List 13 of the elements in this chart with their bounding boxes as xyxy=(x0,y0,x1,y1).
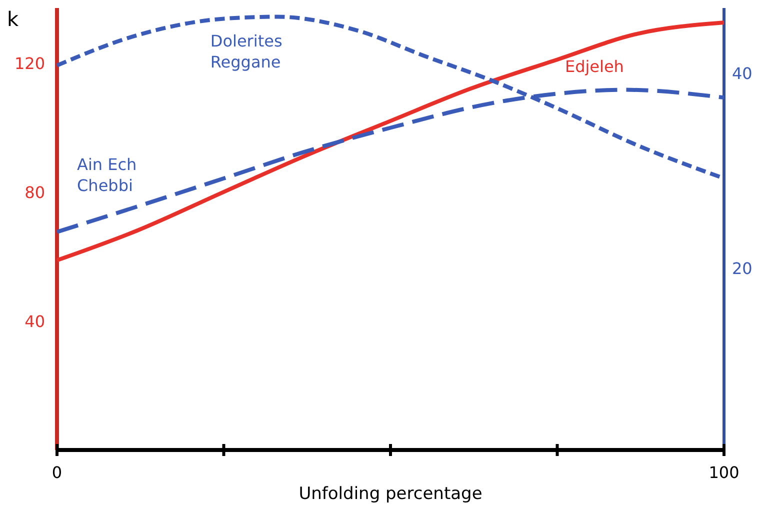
y2-tick-label: 20 xyxy=(732,258,752,278)
series-label: Dolerites Reggane xyxy=(210,32,282,72)
series-label: Edjeleh xyxy=(564,56,624,76)
y-tick-label: 80 xyxy=(24,182,45,202)
x-axis-title: Unfolding percentage xyxy=(298,484,482,504)
x-tick-label: 100 xyxy=(708,463,740,482)
y-tick-label: 120 xyxy=(14,54,45,73)
y2-tick-label: 40 xyxy=(732,64,752,84)
line-series xyxy=(55,20,726,262)
y-axis-title: k xyxy=(7,7,19,31)
y-tick-label: 40 xyxy=(24,312,45,331)
x-tick-label: 0 xyxy=(52,463,62,482)
series-label: Ain Ech Chebbi xyxy=(77,154,137,195)
